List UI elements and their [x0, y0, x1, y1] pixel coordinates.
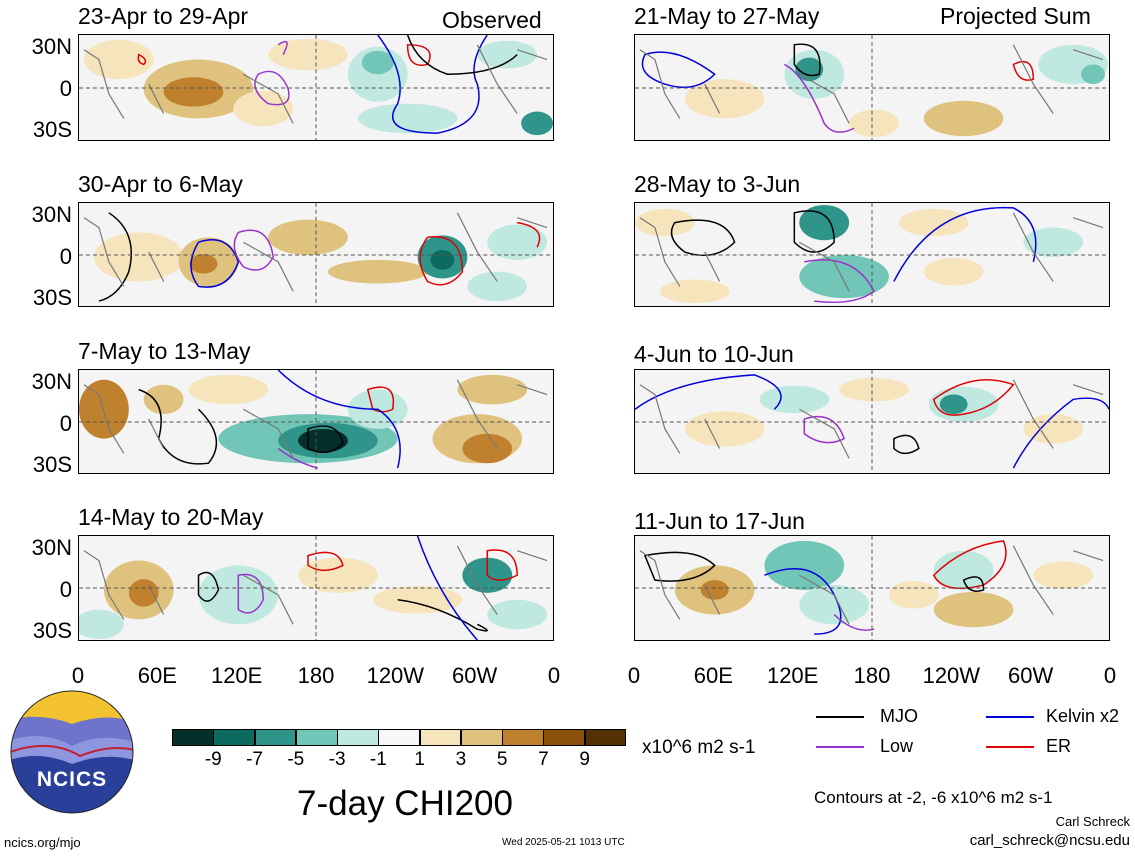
- map-panel-proj-2: [634, 202, 1110, 307]
- colorbar-swatch-8: [460, 729, 503, 746]
- map-panel-proj-4: [634, 535, 1110, 641]
- lat-label-row2-2: 0: [59, 244, 72, 269]
- colorbar-swatch-11: [584, 729, 627, 746]
- colorbar-tick-5: -1: [369, 749, 387, 770]
- colorbar-tick-6: 1: [414, 749, 425, 770]
- panel-title-obs-3: 7-May to 13-May: [78, 338, 251, 364]
- lat-label-row3-3: 30S: [32, 452, 72, 477]
- panel-title-proj-4: 11-Jun to 17-Jun: [634, 508, 805, 534]
- lon-label-left-1: 0: [71, 663, 85, 688]
- panel-title-obs-2: 30-Apr to 6-May: [78, 171, 243, 197]
- legend-line-low: [816, 746, 864, 748]
- lat-label-row4-1: 30N: [31, 535, 72, 560]
- legend-label-kelvin: Kelvin x2: [1046, 706, 1120, 726]
- colorbar-units: x10^6 m2 s-1: [642, 737, 756, 758]
- lon-label-right-5: 120W: [922, 663, 981, 688]
- lon-label-right-3: 120E: [766, 663, 819, 688]
- map-panel-proj-1: [634, 34, 1110, 141]
- lat-label-row3-1: 30N: [31, 369, 72, 394]
- lat-label-row4-2: 0: [59, 577, 72, 602]
- colorbar-swatch-5: [337, 729, 379, 746]
- colorbar-swatch-9: [502, 729, 544, 746]
- lon-label-left-4: 180: [297, 663, 335, 688]
- logo-text: NCICS: [36, 768, 108, 791]
- panel-title-proj-3: 4-Jun to 10-Jun: [634, 341, 794, 367]
- legend-label-low: Low: [880, 736, 914, 756]
- lat-label-row1-1: 30N: [31, 34, 72, 59]
- lon-label-right-7: 0: [1103, 663, 1117, 688]
- colorbar: [172, 729, 627, 746]
- lon-label-right-6: 60W: [1008, 663, 1054, 688]
- observed-label: Observed: [442, 7, 542, 33]
- map-panel-obs-3: [78, 369, 554, 474]
- panel-title-proj-1: 21-May to 27-May: [634, 3, 820, 29]
- panel-title-obs-4: 14-May to 20-May: [78, 504, 264, 530]
- colorbar-swatch-10: [543, 729, 586, 746]
- colorbar-swatch-3: [254, 729, 297, 746]
- colorbar-swatch-2: [213, 729, 256, 746]
- map-panel-obs-2: [78, 202, 554, 307]
- ncics-logo: NCICS: [10, 690, 134, 814]
- credit-name: Carl Schreck: [1055, 814, 1130, 829]
- main-title: 7-day CHI200: [297, 784, 513, 823]
- lat-label-row1-2: 0: [59, 76, 72, 101]
- credit-email[interactable]: carl_schreck@ncsu.edu: [969, 832, 1130, 849]
- legend-line-kelvin: [986, 716, 1034, 718]
- colorbar-tick-1: -9: [204, 749, 222, 770]
- lat-label-row2-1: 30N: [31, 202, 72, 227]
- lon-label-right-2: 60E: [693, 663, 733, 688]
- colorbar-swatch-1: [172, 729, 214, 746]
- lat-label-row4-3: 30S: [32, 618, 72, 643]
- lon-label-left-2: 60E: [137, 663, 177, 688]
- colorbar-tick-3: -5: [287, 749, 305, 770]
- footer-url[interactable]: ncics.org/mjo: [4, 835, 81, 850]
- colorbar-tick-2: -7: [246, 749, 263, 770]
- timestamp: Wed 2025-05-21 1013 UTC: [502, 837, 625, 848]
- lat-label-row1-3: 30S: [32, 117, 72, 142]
- lon-label-left-7: 0: [547, 663, 561, 688]
- panel-title-proj-2: 28-May to 3-Jun: [634, 171, 801, 197]
- colorbar-swatch-7: [419, 729, 462, 746]
- contour-note: Contours at -2, -6 x10^6 m2 s-1: [814, 788, 1053, 807]
- colorbar-tick-7: 3: [455, 749, 467, 770]
- lon-label-left-6: 60W: [452, 663, 498, 688]
- lon-label-right-1: 0: [627, 663, 641, 688]
- lat-label-row3-2: 0: [59, 411, 72, 436]
- colorbar-tick-10: 9: [579, 749, 591, 770]
- map-panel-obs-4: [78, 535, 554, 641]
- colorbar-tick-9: 7: [538, 749, 549, 770]
- colorbar-swatch-6: [378, 729, 421, 746]
- map-panel-proj-3: [634, 369, 1110, 474]
- panel-title-obs-1: 23-Apr to 29-Apr: [78, 3, 249, 29]
- lon-label-left-3: 120E: [210, 663, 263, 688]
- legend-label-er: ER: [1046, 736, 1072, 756]
- colorbar-tick-4: -3: [328, 749, 346, 770]
- legend-label-mjo: MJO: [880, 706, 918, 726]
- lon-label-right-4: 180: [853, 663, 891, 688]
- legend-line-er: [986, 746, 1034, 748]
- lon-label-left-5: 120W: [366, 663, 425, 688]
- legend-line-mjo: [816, 716, 864, 718]
- map-panel-obs-1: [78, 34, 554, 141]
- lat-label-row2-3: 30S: [32, 285, 72, 310]
- colorbar-swatch-4: [295, 729, 338, 746]
- projected-sum-label: Projected Sum: [940, 3, 1091, 29]
- colorbar-tick-8: 5: [496, 749, 508, 770]
